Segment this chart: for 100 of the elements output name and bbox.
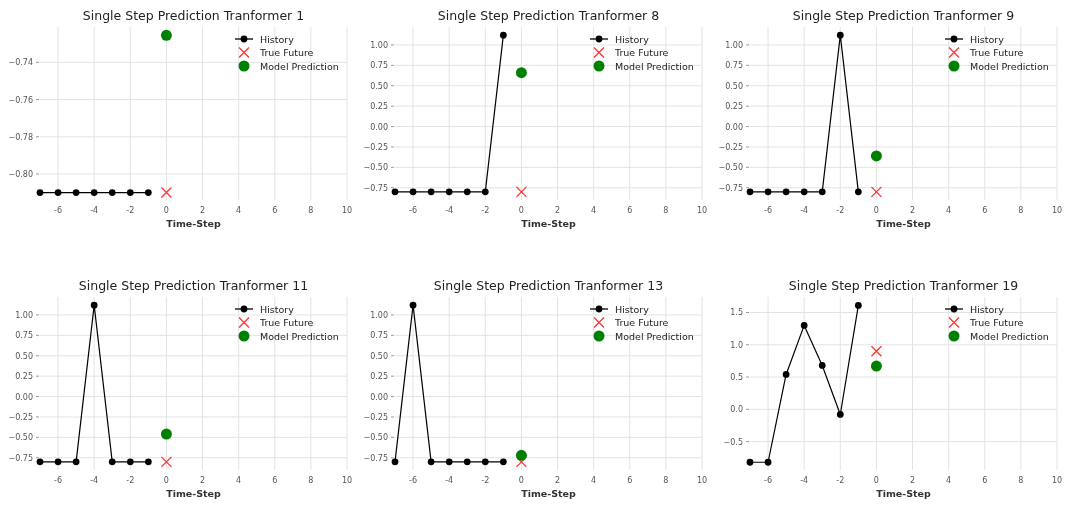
legend-label: True Future [969, 317, 1024, 328]
point [409, 301, 417, 309]
x-tick-label: 0 [163, 476, 169, 485]
point [800, 188, 808, 196]
y-tick-label: 0.75 [370, 61, 388, 71]
point [746, 188, 754, 196]
point [427, 458, 435, 466]
legend-label: Model Prediction [970, 60, 1049, 72]
x-tick-label: 8 [663, 206, 669, 215]
point [445, 188, 453, 196]
y-tick-label: −0.25 [363, 412, 388, 422]
x-axis-title: Time-Step [166, 488, 222, 499]
point [836, 31, 844, 39]
x-tick-label: -2 [126, 476, 135, 485]
chart-title: Single Step Prediction Tranformer 19 [788, 278, 1019, 293]
y-tick-label: 0.00 [725, 122, 743, 132]
point [870, 186, 883, 198]
x-tick-label: 8 [663, 476, 669, 485]
y-tick-label: −0.75 [8, 453, 33, 463]
point [72, 458, 80, 466]
x-tick-label: -4 [800, 476, 809, 485]
point [870, 150, 882, 162]
y-tick-label: 0.50 [370, 81, 388, 91]
x-tick-label: -2 [481, 206, 490, 215]
x-tick-label: -6 [764, 476, 773, 485]
point [782, 371, 790, 378]
y-tick-label: −0.75 [363, 183, 388, 193]
y-tick-label: −0.25 [8, 412, 33, 422]
chart-title: Single Step Prediction Tranformer 13 [433, 278, 664, 293]
x-tick-label: 2 [199, 476, 206, 485]
point [463, 458, 471, 466]
x-axis-title: Time-Step [521, 488, 577, 499]
point [144, 458, 152, 466]
x-tick-label: 10 [1051, 206, 1063, 215]
point [764, 458, 772, 466]
y-tick-label: 0.25 [725, 102, 743, 112]
y-tick-label: 0.25 [15, 372, 33, 382]
x-tick-label: 4 [236, 476, 242, 485]
x-tick-label: 10 [341, 476, 353, 485]
chart-title: Single Step Prediction Tranformer 8 [437, 8, 660, 23]
point [409, 188, 417, 196]
x-tick-label: 4 [591, 206, 597, 215]
point [782, 188, 790, 196]
x-axis-title: Time-Step [876, 218, 932, 229]
legend-label: True Future [259, 47, 314, 58]
x-tick-label: 0 [518, 206, 524, 215]
x-tick-label: 6 [272, 206, 278, 215]
legend-label: True Future [614, 317, 669, 328]
x-tick-label: -6 [409, 206, 418, 215]
x-tick-label: -4 [445, 476, 454, 485]
point [391, 188, 399, 196]
legend-label: Model Prediction [260, 60, 339, 72]
point [854, 302, 862, 309]
x-tick-label: 0 [163, 206, 169, 215]
legend-label: History [615, 33, 650, 45]
point [108, 458, 116, 466]
y-tick-label: 1.00 [725, 40, 743, 50]
legend-label: Model Prediction [615, 60, 694, 72]
legend-label: History [260, 303, 295, 315]
x-tick-label: 2 [909, 476, 916, 485]
x-tick-label: -6 [409, 476, 418, 485]
x-tick-label: -2 [481, 476, 490, 485]
y-tick-label: 0.50 [15, 351, 33, 361]
x-tick-label: 4 [591, 476, 597, 485]
x-axis-title: Time-Step [876, 488, 932, 499]
legend-label: History [970, 303, 1005, 315]
x-tick-label: 10 [696, 206, 708, 215]
x-tick-label: -4 [90, 476, 99, 485]
y-tick-label: 0.5 [730, 373, 743, 383]
y-tick-label: −0.5 [723, 437, 743, 447]
point [515, 186, 528, 198]
point [515, 456, 528, 468]
y-tick-label: 0.25 [370, 372, 388, 382]
y-tick-label: 0.00 [370, 122, 388, 132]
point [54, 458, 62, 466]
x-tick-label: 6 [627, 476, 633, 485]
legend-label: History [615, 303, 650, 315]
x-tick-label: 8 [1018, 206, 1024, 215]
y-tick-label: 0.75 [15, 331, 33, 341]
y-tick-label: −0.76 [8, 95, 33, 105]
point [515, 67, 527, 79]
y-tick-label: 0.50 [725, 81, 743, 91]
x-tick-label: -4 [90, 206, 99, 215]
x-tick-label: 8 [308, 476, 314, 485]
point [818, 362, 826, 369]
point [36, 458, 44, 466]
legend-label: Model Prediction [260, 330, 339, 342]
point [818, 188, 826, 196]
x-tick-label: 4 [236, 206, 242, 215]
x-tick-label: -2 [126, 206, 135, 215]
point [746, 458, 754, 466]
x-tick-label: 6 [272, 476, 278, 485]
point [764, 188, 772, 196]
x-tick-label: 2 [554, 476, 561, 485]
y-tick-label: 0.75 [370, 331, 388, 341]
x-tick-label: -2 [836, 476, 845, 485]
y-tick-label: 1.0 [730, 340, 743, 350]
x-tick-label: -4 [800, 206, 809, 215]
x-tick-label: 10 [1051, 476, 1063, 485]
point [391, 458, 399, 466]
